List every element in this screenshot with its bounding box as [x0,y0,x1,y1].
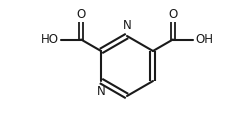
Text: OH: OH [195,33,213,46]
Text: O: O [168,8,178,21]
Text: HO: HO [41,33,59,46]
Text: N: N [97,85,105,98]
Text: N: N [123,19,131,32]
Text: O: O [76,8,86,21]
